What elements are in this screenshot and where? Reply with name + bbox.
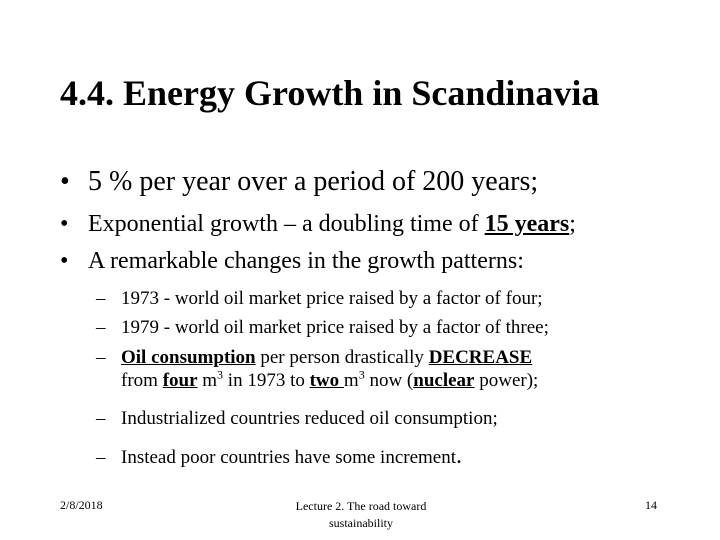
dash-marker: – bbox=[96, 447, 106, 468]
bullet-marker: • bbox=[60, 248, 69, 274]
subitem-text: in 1973 to bbox=[223, 370, 310, 391]
subitem-text: m bbox=[343, 370, 359, 391]
oil-consumption-emphasis: Oil consumption bbox=[121, 347, 256, 368]
dash-marker: – bbox=[96, 408, 106, 429]
footer-line-2: sustainability bbox=[329, 516, 393, 530]
bullet-text: A remarkable changes in the growth patte… bbox=[88, 248, 524, 274]
two-emphasis: two bbox=[309, 370, 344, 391]
nuclear-emphasis: nuclear bbox=[413, 370, 475, 391]
slide-title: 4.4. Energy Growth in Scandinavia bbox=[60, 73, 600, 113]
footer-lecture-title: Lecture 2. The road toward sustainabilit… bbox=[250, 498, 472, 532]
bullet-text: 5 % per year over a period of 200 years; bbox=[88, 166, 539, 197]
footer-date: 2/8/2018 bbox=[60, 498, 103, 512]
subitem-text: Instead poor countries have some increme… bbox=[121, 447, 457, 468]
doubling-time-emphasis: 15 years bbox=[484, 211, 570, 237]
subitem-text-end: . bbox=[456, 443, 463, 469]
four-emphasis: four bbox=[162, 370, 198, 391]
footer-page-number: 14 bbox=[645, 498, 657, 512]
subitem-text: m bbox=[197, 370, 218, 391]
subitem-text: 1979 - world oil market price raised by … bbox=[121, 317, 549, 338]
subitem-text: power); bbox=[474, 370, 539, 391]
dash-marker: – bbox=[96, 288, 106, 309]
superscript: 3 bbox=[217, 367, 224, 382]
subitem-oil-consumption: – Oil consumption per person drastically … bbox=[96, 346, 532, 369]
bullet-marker: • bbox=[60, 166, 70, 197]
subitem-oil-consumption-cont: from four m3 in 1973 to two m3 now (nucl… bbox=[121, 369, 538, 392]
subitem-1973: –1973 - world oil market price raised by… bbox=[96, 287, 543, 310]
decrease-emphasis: DECREASE bbox=[428, 347, 533, 368]
subitem-text: Industrialized countries reduced oil con… bbox=[121, 408, 498, 429]
footer-line-1: Lecture 2. The road toward bbox=[295, 499, 427, 513]
subitem-text: 1973 - world oil market price raised by … bbox=[121, 288, 543, 309]
subitem-text: now ( bbox=[364, 370, 414, 391]
bullet-exponential-growth: • Exponential growth – a doubling time of… bbox=[60, 211, 576, 238]
subitem-text: from bbox=[121, 370, 163, 391]
bullet-text: Exponential growth – a doubling time of bbox=[88, 211, 485, 237]
subitem-poor-countries: – Instead poor countries have some increm… bbox=[96, 443, 463, 469]
subitem-1979: –1979 - world oil market price raised by… bbox=[96, 316, 549, 339]
superscript: 3 bbox=[358, 367, 365, 382]
bullet-growth-rate: • 5 % per year over a period of 200 years… bbox=[60, 166, 538, 198]
dash-marker: – bbox=[96, 317, 106, 338]
bullet-growth-patterns: • A remarkable changes in the growth patt… bbox=[60, 248, 524, 275]
subitem-industrialized: – Industrialized countries reduced oil co… bbox=[96, 407, 498, 430]
bullet-text-end: ; bbox=[569, 211, 576, 237]
bullet-marker: • bbox=[60, 211, 69, 237]
dash-marker: – bbox=[96, 347, 106, 368]
subitem-text: per person drastically bbox=[255, 347, 429, 368]
